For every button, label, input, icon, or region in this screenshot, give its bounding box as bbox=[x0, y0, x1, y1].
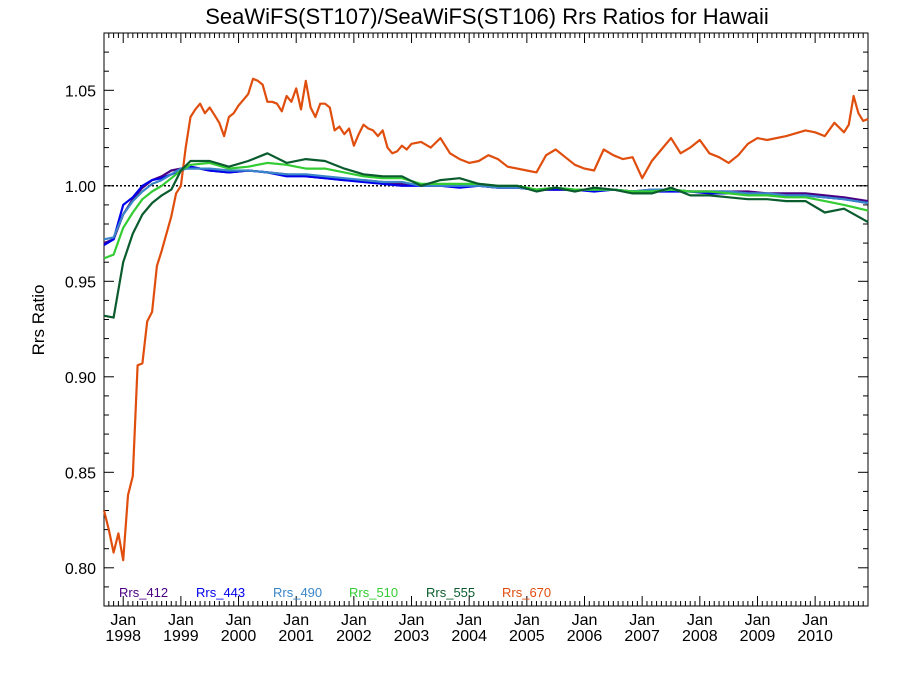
x-tick-label-year: 2008 bbox=[682, 628, 718, 645]
x-tick-label-month: Jan bbox=[572, 612, 598, 629]
series-line-rrs-490 bbox=[103, 167, 869, 241]
y-tick-label: 1.00 bbox=[65, 179, 96, 196]
legend-entry: Rrs_412 bbox=[119, 585, 168, 600]
x-tick-label-year: 2009 bbox=[740, 628, 776, 645]
x-tick-label-year: 1998 bbox=[105, 628, 141, 645]
x-tick-label-year: 2000 bbox=[221, 628, 257, 645]
plot-frame bbox=[103, 32, 869, 607]
series-line-rrs-555 bbox=[103, 152, 869, 319]
x-tick-label-month: Jan bbox=[802, 612, 828, 629]
series-line-rrs-510 bbox=[103, 161, 869, 260]
x-tick-label-year: 2003 bbox=[394, 628, 430, 645]
x-tick-label-month: Jan bbox=[226, 612, 252, 629]
x-tick-label-month: Jan bbox=[283, 612, 309, 629]
y-axis-label: Rrs Ratio bbox=[29, 285, 48, 356]
x-tick-label-month: Jan bbox=[456, 612, 482, 629]
x-tick-label-month: Jan bbox=[745, 612, 771, 629]
x-tick-label-year: 2004 bbox=[451, 628, 487, 645]
x-tick-label-year: 2010 bbox=[797, 628, 833, 645]
x-tick-label-month: Jan bbox=[168, 612, 194, 629]
x-tick-label-month: Jan bbox=[399, 612, 425, 629]
y-tick-label: 0.80 bbox=[65, 561, 96, 578]
x-tick-label-month: Jan bbox=[629, 612, 655, 629]
x-tick-label-month: Jan bbox=[110, 612, 136, 629]
y-tick-label: 0.85 bbox=[65, 465, 96, 482]
legend-entry: Rrs_670 bbox=[502, 585, 551, 600]
legend-entry: Rrs_510 bbox=[349, 585, 398, 600]
x-tick-label-year: 1999 bbox=[163, 628, 199, 645]
x-tick-label-year: 2001 bbox=[278, 628, 314, 645]
x-tick-label-year: 2007 bbox=[624, 628, 660, 645]
plot-area: 0.800.850.900.951.001.05Jan1998Jan1999Ja… bbox=[65, 32, 869, 645]
y-tick-label: 0.95 bbox=[65, 274, 96, 291]
x-tick-label-month: Jan bbox=[514, 612, 540, 629]
series-line-rrs-443 bbox=[103, 165, 869, 246]
y-tick-label: 0.90 bbox=[65, 370, 96, 387]
series-line-rrs-412 bbox=[103, 165, 869, 245]
series-line-rrs-670 bbox=[102, 77, 869, 562]
x-tick-label-month: Jan bbox=[687, 612, 713, 629]
x-tick-label-year: 2005 bbox=[509, 628, 545, 645]
legend-entry: Rrs_443 bbox=[196, 585, 245, 600]
x-tick-label-year: 2002 bbox=[336, 628, 372, 645]
x-tick-label-month: Jan bbox=[341, 612, 367, 629]
legend-entry: Rrs_555 bbox=[426, 585, 475, 600]
chart-title: SeaWiFS(ST107)/SeaWiFS(ST106) Rrs Ratios… bbox=[205, 4, 769, 29]
x-tick-label-year: 2006 bbox=[567, 628, 603, 645]
y-tick-label: 1.05 bbox=[65, 83, 96, 100]
legend-entry: Rrs_490 bbox=[273, 585, 322, 600]
